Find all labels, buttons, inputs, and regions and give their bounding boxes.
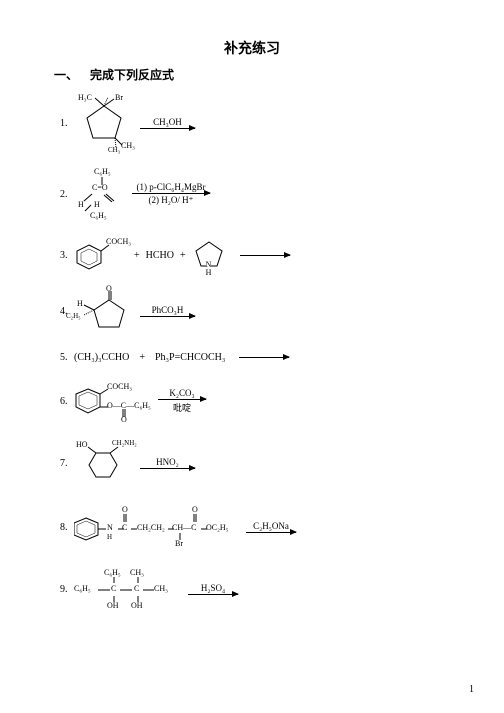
- section-header: 一、 完成下列反应式: [54, 66, 504, 83]
- q6-c1: COCH₃: [107, 382, 132, 391]
- q6-o: O: [121, 415, 127, 424]
- q6-num: 6.: [60, 396, 74, 407]
- q2-t3: H: [78, 200, 84, 209]
- q8-br: Br: [175, 539, 183, 548]
- q6-arrow: K₂CO₃ 吡啶: [158, 388, 206, 414]
- q9-oh1: OH: [107, 601, 119, 610]
- q1-num: 1.: [60, 118, 74, 129]
- question-6: 6. COCH₃ O—C—C₆H₅ O K₂CO₃ 吡啶: [60, 379, 504, 423]
- question-4: 4. O H C₂H₅ PhCO₃H: [60, 289, 504, 333]
- q7-g2: CH₂NH₂: [112, 439, 137, 447]
- question-9: 9. C₆H₅ C C₆H₅ OH C CH₃ OH CH₃ H₂SO₄: [60, 567, 504, 611]
- q6-bot: 吡啶: [173, 401, 191, 414]
- q9-c: C: [111, 584, 116, 593]
- q8-seg2: CH—C: [172, 523, 196, 532]
- q2-t4: C₆H₅: [90, 211, 107, 220]
- q1-sub1: H₃C: [78, 93, 92, 102]
- page-number: 1: [469, 684, 474, 695]
- q9-ch3b: CH₃: [154, 584, 168, 593]
- question-1: 1. H₃C Br CH₃ CH₃ CH₃OH: [60, 95, 504, 151]
- question-7: 7. HO CH₂NH₂ HNO₂: [60, 441, 504, 485]
- q3-pyrrolidine: N H: [192, 236, 226, 274]
- q2-structure: C₆H₅ C=O H H C₆H₅: [74, 167, 124, 221]
- q2-t1: C₆H₅: [94, 167, 111, 176]
- plus-icon: +: [134, 250, 140, 261]
- q2-arrow: (1) p-ClC₆H₄MgBr (2) H₂O/ H⁺: [132, 182, 210, 206]
- q3-acetophenone: COCH₃: [74, 235, 128, 275]
- q4-e: C₂H₅: [66, 312, 81, 320]
- q1-reagent: CH₃OH: [153, 117, 182, 127]
- q5-mid: Ph₃P=CHCOCH₃: [155, 352, 225, 363]
- question-8: 8. N H C O CH₂CH₂ CH—C Br O OC₂H₅ C₂H₅ON…: [60, 505, 504, 549]
- q9-structure: C₆H₅ C C₆H₅ OH C CH₃ OH CH₃: [74, 567, 184, 611]
- q2-line1: (1) p-ClC₆H₄MgBr: [136, 182, 205, 192]
- q3-hcho: HCHO: [146, 250, 174, 261]
- q8-reagent: C₂H₅ONa: [253, 521, 289, 531]
- q8-seg1: CH₂CH₂: [137, 523, 165, 532]
- q9-num: 9.: [60, 584, 74, 595]
- q5-left: (CH₃)₃CCHO: [74, 352, 129, 363]
- q6-structure: COCH₃ O—C—C₆H₅ O: [74, 379, 152, 423]
- q9-c6: C₆H₅: [74, 584, 91, 593]
- question-3: 3. COCH₃ + HCHO + N H: [60, 235, 504, 275]
- q8-seg3: OC₂H₅: [206, 523, 228, 532]
- q9-arrow: H₂SO₄: [188, 583, 238, 595]
- q3-num: 3.: [60, 250, 74, 261]
- q2-t2: C=O: [92, 183, 108, 192]
- q4-structure: O H C₂H₅: [74, 289, 134, 333]
- q8-n: N: [107, 523, 113, 532]
- q1-sub2: Br: [115, 93, 123, 102]
- q6-top: K₂CO₃: [169, 388, 194, 398]
- q7-g1: HO: [76, 440, 88, 449]
- q7-reagent: HNO₂: [156, 457, 179, 467]
- q5-num: 5.: [60, 352, 74, 363]
- q4-reagent: PhCO₃H: [152, 305, 184, 315]
- q2-num: 2.: [60, 189, 74, 200]
- q5-arrow: [239, 357, 289, 358]
- q9-c6b: C₆H₅: [104, 568, 121, 577]
- q1-sub3: CH₃: [121, 141, 135, 150]
- plus-icon: +: [139, 352, 145, 363]
- q2-t5: H: [94, 200, 100, 209]
- q3-arrow: [240, 255, 290, 256]
- q8-num: 8.: [60, 522, 74, 533]
- q9-oh2: OH: [131, 601, 143, 610]
- q9-ch3a: CH₃: [130, 568, 144, 577]
- q7-structure: HO CH₂NH₂: [74, 441, 134, 485]
- q8-o2: O: [192, 505, 198, 514]
- q8-structure: N H C O CH₂CH₂ CH—C Br O OC₂H₅: [74, 505, 244, 549]
- page-title: 补充练习: [0, 0, 504, 58]
- plus-icon: +: [180, 250, 186, 261]
- q6-c2: O—C—C₆H₅: [107, 401, 151, 410]
- q8-h: H: [107, 533, 112, 541]
- q8-arrow: C₂H₅ONa: [246, 521, 296, 533]
- q3-aceto: COCH₃: [106, 237, 131, 246]
- cyclopentanone-icon: [74, 289, 134, 333]
- q8-c: C: [122, 523, 127, 532]
- q8-o1: O: [122, 505, 128, 514]
- q9-reagent: H₂SO₄: [201, 583, 225, 593]
- q7-num: 7.: [60, 458, 74, 469]
- q7-arrow: HNO₂: [140, 457, 195, 469]
- question-5: 5. (CH₃)₃CCHO + Ph₃P=CHCOCH₃: [60, 349, 504, 365]
- q9-c2: C: [134, 584, 139, 593]
- q1-arrow: CH₃OH: [140, 117, 195, 129]
- q4-o: O: [106, 284, 112, 293]
- q3-h: H: [206, 268, 212, 277]
- q4-arrow: PhCO₃H: [140, 305, 195, 317]
- question-2: 2. C₆H₅ C=O H H C₆H₅ (1) p-ClC₆H₄MgBr (2…: [60, 167, 504, 221]
- q1-sub4: CH₃: [108, 146, 120, 154]
- q4-h: H: [77, 299, 83, 308]
- q1-structure: H₃C Br CH₃ CH₃: [74, 95, 134, 151]
- q2-line2: (2) H₂O/ H⁺: [149, 195, 194, 206]
